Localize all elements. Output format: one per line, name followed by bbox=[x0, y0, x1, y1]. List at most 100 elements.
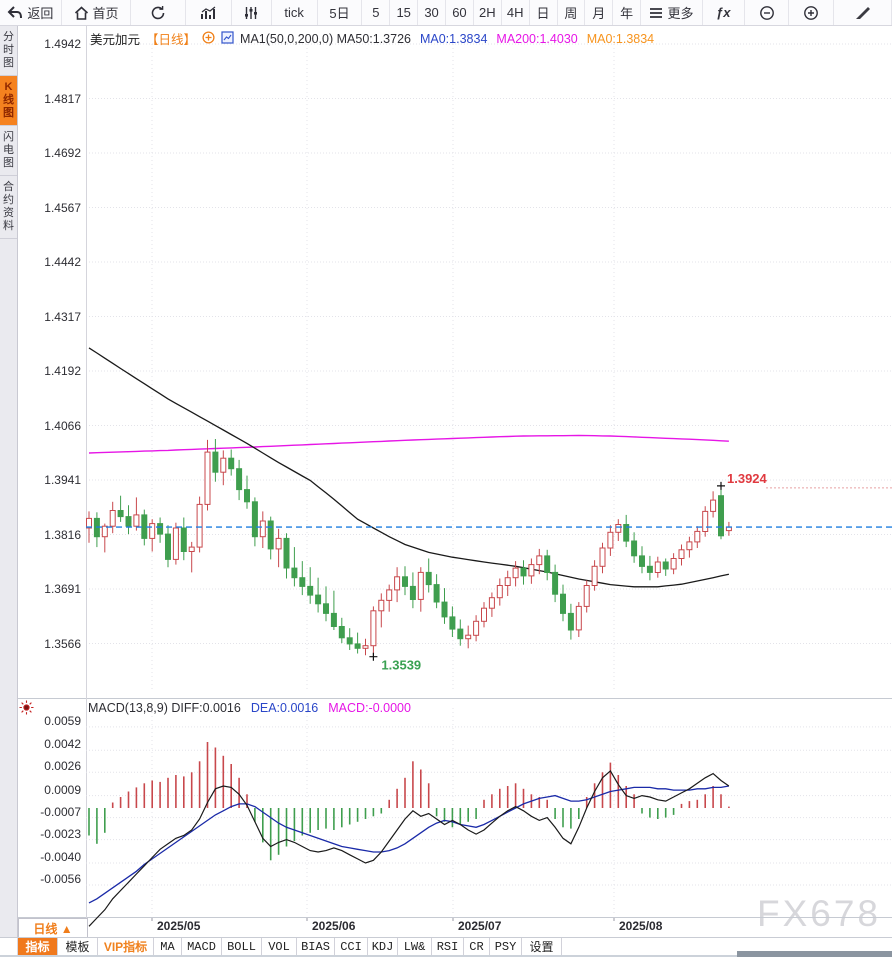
x-axis-month-label: 2025/07 bbox=[458, 919, 502, 933]
period-selector-label: 日线 ▲ bbox=[33, 921, 73, 936]
indicator-tab-cr[interactable]: CR bbox=[464, 938, 490, 955]
candle bbox=[583, 585, 590, 607]
price-axis-label: 1.3816 bbox=[44, 527, 81, 542]
ma-legend-item: MA0:1.3834 bbox=[586, 31, 655, 46]
symbol-legend: 美元加元 【日线】 MA1(50,0,200,0) MA50:1.3726 MA0… bbox=[90, 29, 654, 48]
toolbar-period-2h-button[interactable]: 2H bbox=[474, 0, 502, 25]
candle bbox=[670, 558, 677, 570]
toolbar-zoom-out-button[interactable] bbox=[745, 0, 790, 25]
toolbar-period-5-button[interactable]: 5 bbox=[362, 0, 391, 25]
add-indicator-icon[interactable] bbox=[202, 30, 215, 47]
indicator-tab-设置[interactable]: 设置 bbox=[522, 938, 562, 955]
indicator-tab-vip指标[interactable]: VIP指标 bbox=[98, 938, 154, 955]
candle bbox=[417, 571, 424, 600]
candle bbox=[330, 612, 337, 628]
toolbar-period-5d-label: 5日 bbox=[329, 6, 350, 21]
sidebar-item-lightning-chart[interactable]: 闪电图 bbox=[0, 126, 17, 176]
toolbar-period-15-button[interactable]: 15 bbox=[390, 0, 419, 25]
macd-axis-label: -0.0007 bbox=[40, 804, 81, 819]
toolbar-period-30-button[interactable]: 30 bbox=[418, 0, 446, 25]
candle bbox=[259, 520, 266, 538]
sidebar-item-time-chart[interactable]: 分时图 bbox=[0, 26, 17, 76]
toolbar-tick-button[interactable]: tick bbox=[272, 0, 318, 25]
candle bbox=[433, 584, 440, 603]
toolbar-period-5d-button[interactable]: 5日 bbox=[318, 0, 363, 25]
macd-axis-label: 0.0059 bbox=[44, 713, 81, 728]
indicator-tab-psy[interactable]: PSY bbox=[490, 938, 522, 955]
menu-icon bbox=[649, 7, 663, 19]
sidebar-item-contract-info[interactable]: 合约资料 bbox=[0, 176, 17, 239]
toolbar-period-30-label: 30 bbox=[424, 5, 439, 20]
toolbar-period-month-button[interactable]: 月 bbox=[585, 0, 614, 25]
toolbar-period-day-label: 日 bbox=[536, 6, 550, 21]
toolbar-home-button[interactable]: 首页 bbox=[62, 0, 132, 25]
indicator-tab-kdj[interactable]: KDJ bbox=[368, 938, 398, 955]
candle bbox=[196, 503, 203, 548]
toolbar-draw-button[interactable] bbox=[834, 0, 892, 25]
toolbar-refresh-button[interactable] bbox=[131, 0, 187, 25]
indicator-tab-指标[interactable]: 指标 bbox=[18, 938, 58, 955]
candle bbox=[623, 524, 630, 542]
indicator-tab-vol[interactable]: VOL bbox=[262, 938, 297, 955]
indicator-tab-cci[interactable]: CCI bbox=[335, 938, 368, 955]
price-axis-label: 1.3566 bbox=[44, 636, 81, 651]
indicator-tab-ma[interactable]: MA bbox=[154, 938, 182, 955]
candle bbox=[165, 533, 171, 560]
candle bbox=[236, 468, 243, 491]
toolbar-period-year-button[interactable]: 年 bbox=[613, 0, 642, 25]
sidebar-item-kline-chart[interactable]: K线图 bbox=[0, 76, 17, 126]
candle bbox=[402, 576, 408, 587]
candle bbox=[702, 510, 709, 532]
candle bbox=[520, 567, 527, 577]
candle bbox=[251, 501, 258, 538]
candle bbox=[678, 549, 685, 559]
indicator-tab-rsi[interactable]: RSI bbox=[432, 938, 464, 955]
toolbar-period-15-label: 15 bbox=[396, 5, 411, 20]
macd-legend-item: DEA:0.0016 bbox=[250, 701, 319, 715]
kline-style-icon[interactable] bbox=[221, 30, 234, 47]
ma-legend-item: MA0:1.3834 bbox=[419, 31, 488, 46]
price-axis-label: 1.3941 bbox=[44, 473, 81, 487]
candle bbox=[718, 495, 724, 537]
indicator-tab-boll[interactable]: BOLL bbox=[222, 938, 262, 955]
toolbar-zoom-in-button[interactable] bbox=[789, 0, 835, 25]
toolbar-fx-button[interactable]: ƒx bbox=[703, 0, 745, 25]
toolbar-period-week-button[interactable]: 周 bbox=[558, 0, 586, 25]
candle bbox=[512, 567, 519, 579]
candle bbox=[457, 628, 464, 640]
candle bbox=[172, 527, 179, 560]
candle bbox=[386, 589, 393, 601]
candle bbox=[267, 520, 274, 550]
chart-type-sidebar: 分时图 K线图 闪电图 合约资料 bbox=[0, 26, 18, 957]
toolbar-back-button[interactable]: 返回 bbox=[0, 0, 62, 25]
toolbar-period-4h-button[interactable]: 4H bbox=[502, 0, 530, 25]
candle bbox=[504, 577, 511, 587]
candle bbox=[109, 510, 116, 527]
toolbar-period-5-label: 5 bbox=[372, 5, 380, 20]
period-selector[interactable]: 日线 ▲ bbox=[18, 918, 88, 938]
candle bbox=[599, 547, 606, 567]
candle bbox=[362, 645, 369, 649]
back-arrow-icon bbox=[7, 5, 23, 20]
toolbar-period-day-button[interactable]: 日 bbox=[530, 0, 558, 25]
macd-axis-label: 0.0042 bbox=[44, 737, 81, 752]
indicator-tab-macd[interactable]: MACD bbox=[182, 938, 222, 955]
high-plus-marker bbox=[717, 481, 725, 490]
toolbar-indicator-sliders-button[interactable] bbox=[232, 0, 272, 25]
horizontal-scrollbar[interactable] bbox=[737, 951, 892, 957]
indicator-tab-bias[interactable]: BIAS bbox=[297, 938, 335, 955]
toolbar-period-60-label: 60 bbox=[452, 5, 467, 20]
indicator-tab-lw[interactable]: LW& bbox=[398, 938, 432, 955]
toolbar-more-button[interactable]: 更多 bbox=[641, 0, 703, 25]
candle bbox=[86, 517, 92, 529]
indicator-settings-icon[interactable] bbox=[19, 700, 34, 720]
toolbar-period-60-button[interactable]: 60 bbox=[446, 0, 474, 25]
candle bbox=[346, 637, 353, 645]
toolbar-chart-style-button[interactable] bbox=[186, 0, 232, 25]
candle bbox=[93, 517, 100, 538]
toolbar-back-label: 返回 bbox=[27, 6, 54, 21]
indicator-tab-模板[interactable]: 模板 bbox=[58, 938, 98, 955]
